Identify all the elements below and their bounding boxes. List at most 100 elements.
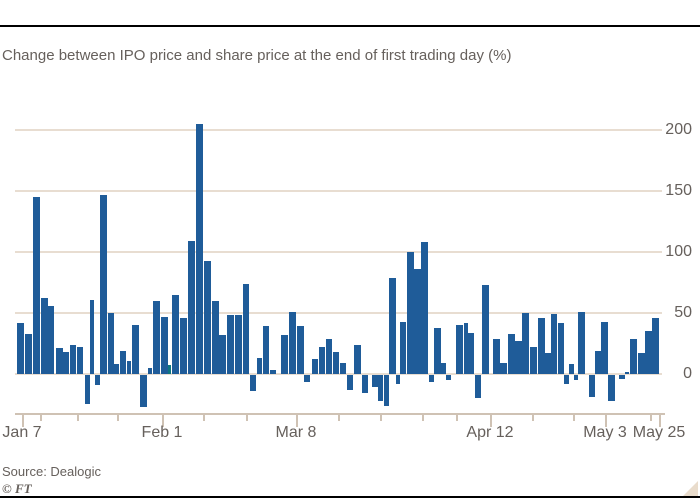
bar [326,338,332,374]
chart-subtitle: Change between IPO price and share price… [2,47,512,64]
gridline-200 [15,129,662,131]
x-major-tick [296,414,298,427]
top-rule [0,25,700,27]
bar [120,350,126,374]
bar [551,314,557,374]
bar [545,353,551,374]
bar [515,341,522,374]
bar [589,375,595,397]
bar [569,364,574,374]
x-minor-tick [203,414,205,421]
source-label: Source: Dealogic [2,464,101,479]
bar [464,322,468,374]
bar [17,322,24,374]
y-tick-label-0: 0 [683,365,692,382]
bar [564,375,569,384]
bar [48,305,54,374]
bar [630,338,637,374]
bar [508,333,515,374]
bar [70,344,76,374]
x-major-tick [605,414,607,427]
bar [595,350,601,374]
bar [530,347,537,374]
bar [270,370,276,374]
ft-credit: © FT [2,481,32,496]
y-tick-label-50: 50 [674,304,692,321]
bar [400,321,406,374]
x-tick-label-jan-7: Jan 7 [2,424,42,441]
bar [289,311,296,374]
x-tick-label-apr-12: Apr 12 [466,424,514,441]
gridline-0 [15,373,662,375]
x-tick-label-may-25: May 25 [632,424,686,441]
bar [429,375,434,383]
bar [219,334,226,374]
bar [347,375,353,390]
x-minor-tick [422,414,424,421]
bar [389,277,396,374]
bar [396,375,400,384]
bar [63,352,69,374]
x-axis-line [15,413,665,415]
bar [153,300,160,374]
bar [204,260,211,374]
bar [456,325,463,374]
bar [77,347,83,374]
gridline-50 [15,312,662,314]
x-tick-label-feb-1: Feb 1 [141,424,183,441]
bar [180,317,187,374]
bar [227,315,234,374]
bar [304,375,310,383]
bar [652,317,659,374]
bar [188,241,195,374]
bar [538,317,545,374]
bar [250,375,256,391]
bar [100,194,107,374]
bar [500,363,507,374]
bar [312,359,318,374]
bar [608,375,615,401]
bar [574,375,578,380]
bar [113,364,119,374]
bar [235,315,242,374]
x-major-tick [659,414,661,427]
x-minor-tick [456,414,458,421]
x-major-tick [162,414,164,427]
bar [41,298,48,374]
bar [127,360,131,374]
y-tick-label-100: 100 [665,243,692,260]
corner-triangle-icon [683,481,698,496]
bar [333,352,339,374]
bar [638,353,645,374]
gridline-150 [15,190,662,192]
x-minor-tick [40,414,42,421]
bar [85,375,90,405]
bar [95,375,100,385]
bar [132,325,139,374]
bar [25,333,32,374]
bar [625,371,629,374]
gridline-100 [15,251,662,253]
y-tick-label-200: 200 [665,121,692,138]
bar [482,284,489,374]
bar [645,331,652,374]
bar [407,252,414,374]
x-major-tick [490,414,492,427]
bar [257,358,262,374]
bar [281,334,288,374]
bar [172,294,179,374]
bar [196,123,203,374]
bar [148,367,152,374]
bar [619,375,625,379]
x-tick-label-may-3: May 3 [583,424,627,441]
bar [297,326,304,374]
x-major-tick [22,414,24,427]
x-minor-tick [77,414,79,421]
bar [108,313,114,374]
x-minor-tick [117,414,119,421]
bar [140,375,147,407]
bar [493,338,500,374]
bar [372,375,378,388]
